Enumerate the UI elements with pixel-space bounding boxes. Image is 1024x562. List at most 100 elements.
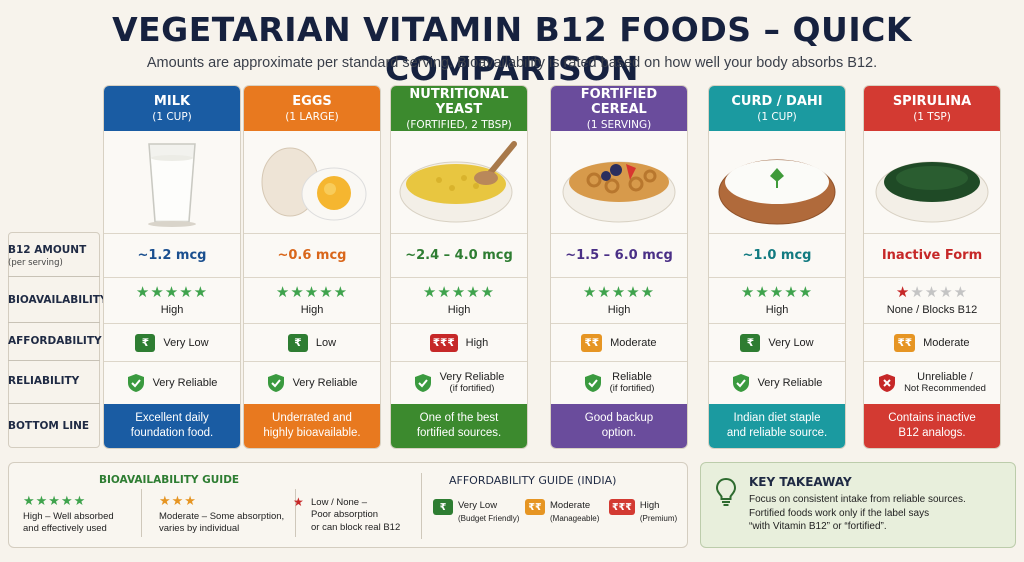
affordability-value: Low bbox=[315, 336, 337, 349]
affordability-guide-label: High bbox=[639, 500, 660, 511]
bioavailability-cell: ★★★★★ High bbox=[104, 277, 240, 323]
check-shield-icon bbox=[584, 374, 601, 392]
bottom-line-1: Contains inactive bbox=[888, 412, 976, 425]
check-shield-icon bbox=[414, 374, 431, 392]
bio-guide-low-line2: Poor absorption bbox=[311, 509, 379, 521]
affordability-guide-label: Very Low bbox=[458, 500, 498, 511]
bottom-line-2: fortified sources. bbox=[416, 427, 502, 439]
affordability-cell: ₹₹ Moderate bbox=[551, 323, 687, 361]
row-label-amount-text: B12 AMOUNT bbox=[8, 244, 87, 256]
rating-stars-icon: ★★★★★ bbox=[422, 284, 496, 301]
reliability-line2: Not Recommended bbox=[904, 382, 986, 394]
bottom-line-1: Indian diet staple bbox=[733, 412, 821, 425]
affordability-cell: ₹ Very Low bbox=[709, 323, 845, 361]
yeast-flakes-image bbox=[391, 131, 527, 233]
food-name: MILK bbox=[153, 94, 191, 109]
affordability-value: Very Low bbox=[768, 336, 814, 349]
key-takeaway-line3: “with Vitamin B12” or “fortified”. bbox=[749, 521, 887, 532]
bottom-line-cell: Underrated and highly bioavailable. bbox=[244, 404, 380, 448]
affordability-value: Moderate bbox=[923, 336, 970, 349]
rupee-badge-icon: ₹ bbox=[135, 333, 156, 352]
x-shield-icon bbox=[879, 374, 896, 392]
page-title: VEGETARIAN VITAMIN B12 FOODS – QUICK COM… bbox=[112, 10, 912, 88]
food-column: MILK (1 CUP) ~1.2 mcg ★★★★★ High ₹ Very Low Ver… bbox=[103, 85, 241, 449]
bio-guide-moderate-line2: varies by individual bbox=[159, 523, 240, 535]
food-column: EGGS (1 LARGE) ~0.6 mcg ★★★★★ High ₹ Low Very R… bbox=[243, 85, 381, 449]
guide-divider bbox=[141, 489, 142, 537]
row-label-amount: B12 AMOUNT (per serving) bbox=[8, 236, 100, 276]
bottom-line-cell: Good backup option. bbox=[551, 404, 687, 448]
reliability-line1: Reliable bbox=[612, 371, 652, 384]
b12-amount: ~1.0 mcg bbox=[709, 233, 845, 277]
food-name: SPIRULINA bbox=[892, 94, 972, 109]
affordability-value: High bbox=[465, 336, 489, 349]
b12-amount: ~1.2 mcg bbox=[104, 233, 240, 277]
bioavailability-cell: ★★★★★ High bbox=[551, 277, 687, 323]
lightbulb-icon bbox=[715, 477, 737, 506]
reliability-line1: Very Reliable bbox=[292, 376, 358, 389]
food-column-header: CURD / DAHI (1 CUP) bbox=[709, 86, 845, 131]
row-label-panel bbox=[8, 232, 100, 448]
food-column: SPIRULINA (1 TSP) Inactive Form ★★★★★ None /… bbox=[863, 85, 1001, 449]
bioavailability-cell: ★★★★★ High bbox=[244, 277, 380, 323]
low-star-icon: ★ bbox=[293, 495, 304, 509]
reliability-line1: Unreliable / bbox=[917, 371, 973, 384]
reliability-value: Very Reliable (if fortified) bbox=[440, 371, 505, 395]
rupee-badge-icon: ₹₹₹ bbox=[609, 499, 635, 515]
guide-divider bbox=[421, 473, 422, 539]
reliability-cell: Very Reliable bbox=[709, 361, 845, 404]
bioavailability-value: None / Blocks B12 bbox=[886, 304, 978, 316]
key-takeaway-line1: Focus on consistent intake from reliable… bbox=[749, 494, 966, 505]
bottom-line-2: foundation food. bbox=[130, 427, 214, 439]
check-shield-icon bbox=[267, 374, 284, 392]
food-column-header: NUTRITIONAL YEAST (FORTIFIED, 2 TBSP) bbox=[391, 86, 527, 131]
food-name: EGGS bbox=[292, 94, 332, 109]
bioavailability-guide-title: BIOAVAILABILITY GUIDE bbox=[99, 474, 240, 486]
reliability-line2: (if fortified) bbox=[449, 382, 495, 394]
reliability-line1: Very Reliable bbox=[439, 371, 505, 384]
reliability-cell: Unreliable / Not Recommended bbox=[864, 361, 1000, 404]
row-label-bioavailability: BIOAVAILABILITY bbox=[8, 294, 108, 306]
affordability-guide-sub: (Premium) bbox=[639, 514, 678, 524]
bioavailability-cell: ★★★★★ High bbox=[709, 277, 845, 323]
food-serving: (FORTIFIED, 2 TBSP) bbox=[406, 118, 512, 131]
rupee-badge-icon: ₹₹ bbox=[894, 333, 916, 352]
row-label-amount-sub: (per serving) bbox=[8, 258, 63, 268]
rupee-badge-icon: ₹₹ bbox=[581, 333, 603, 352]
reliability-line1: Very Reliable bbox=[152, 376, 218, 389]
bio-guide-moderate: Moderate – Some absorption, varies by in… bbox=[159, 511, 284, 536]
bioavailability-value: High bbox=[447, 304, 471, 316]
food-serving: (1 CUP) bbox=[152, 111, 192, 123]
food-name: NUTRITIONAL YEAST bbox=[409, 86, 509, 117]
food-serving: (1 LARGE) bbox=[285, 111, 339, 123]
rating-stars-icon: ★★★★★ bbox=[275, 284, 349, 301]
affordability-guide-item: ₹₹₹ High (Premium) bbox=[609, 499, 677, 525]
bottom-line-cell: Indian diet staple and reliable source. bbox=[709, 404, 845, 448]
row-divider bbox=[8, 276, 100, 277]
bio-guide-low-line1: Low / None – bbox=[311, 497, 367, 508]
bottom-line-2: highly bioavailable. bbox=[263, 427, 361, 439]
b12-amount: Inactive Form bbox=[864, 233, 1000, 277]
affordability-guide-item: ₹ Very Low (Budget Friendly) bbox=[433, 499, 519, 525]
reliability-value: Very Reliable bbox=[758, 377, 823, 390]
bio-guide-high-line2: and effectively used bbox=[23, 523, 107, 535]
affordability-value: Very Low bbox=[163, 336, 209, 349]
affordability-cell: ₹ Very Low bbox=[104, 323, 240, 361]
affordability-guide-sub: (Manageable) bbox=[550, 514, 600, 524]
bioavailability-cell: ★★★★★ None / Blocks B12 bbox=[864, 277, 1000, 323]
row-divider bbox=[8, 322, 100, 323]
bottom-line-1: Underrated and bbox=[272, 412, 352, 425]
food-name: CURD / DAHI bbox=[731, 94, 823, 109]
food-serving: (1 CUP) bbox=[757, 111, 797, 123]
reliability-value: Unreliable / Not Recommended bbox=[904, 371, 986, 395]
affordability-guide-item: ₹₹ Moderate (Manageable) bbox=[525, 499, 599, 525]
key-takeaway-text: Focus on consistent intake from reliable… bbox=[749, 493, 966, 534]
bio-guide-high: High – Well absorbed and effectively use… bbox=[23, 511, 114, 536]
b12-amount: ~1.5 – 6.0 mcg bbox=[551, 233, 687, 277]
b12-amount: ~0.6 mcg bbox=[244, 233, 380, 277]
curd-bowl-image bbox=[709, 131, 845, 233]
reliability-cell: Reliable (if fortified) bbox=[551, 361, 687, 404]
reliability-value: Very Reliable bbox=[293, 377, 358, 390]
bio-guide-low: Low / None – Poor absorption or can bloc… bbox=[311, 497, 400, 534]
reliability-line1: Very Reliable bbox=[757, 376, 823, 389]
